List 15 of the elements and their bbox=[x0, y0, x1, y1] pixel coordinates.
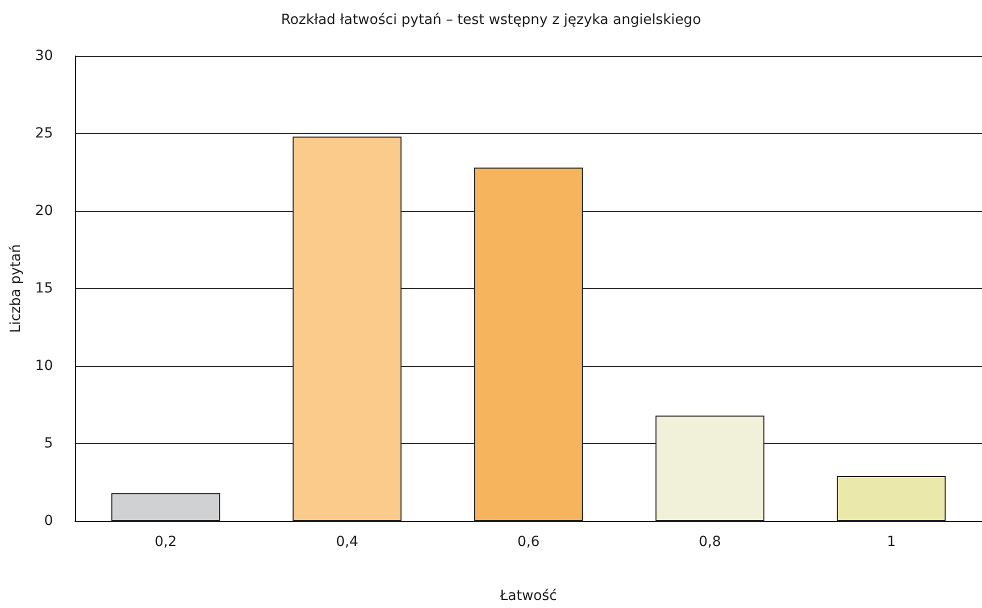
x-axis-title: Łatwość bbox=[499, 588, 557, 604]
y-tick-label: 25 bbox=[35, 126, 53, 142]
y-tick-label: 30 bbox=[35, 48, 53, 64]
x-tick-label: 1 bbox=[886, 534, 896, 550]
x-tick-label: 0,4 bbox=[336, 534, 358, 550]
y-tick-label: 0 bbox=[44, 513, 53, 529]
x-tick-label: 0,2 bbox=[154, 534, 177, 550]
y-tick-label: 15 bbox=[35, 280, 53, 296]
y-tick-label: 20 bbox=[35, 203, 53, 219]
y-tick-label: 5 bbox=[44, 436, 53, 452]
y-axis-title: Liczba pytań bbox=[8, 244, 24, 333]
chart-title: Rozkład łatwości pytań – test wstępny z języka angielskiego bbox=[280, 12, 702, 28]
x-tick-label: 0,8 bbox=[698, 534, 722, 550]
y-tick-label: 10 bbox=[35, 358, 53, 374]
x-tick-label: 0,6 bbox=[517, 534, 540, 550]
